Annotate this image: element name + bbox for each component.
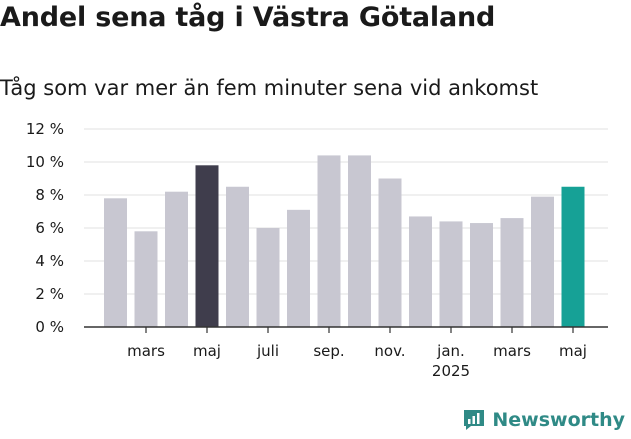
- bar: [165, 191, 188, 327]
- x-tick-year-label: 2025: [432, 362, 470, 380]
- x-tick-label: juli: [256, 342, 279, 360]
- bar: [561, 186, 585, 327]
- chart-title: Andel sena tåg i Västra Götaland: [0, 2, 496, 33]
- bar: [104, 198, 127, 327]
- x-tick-label: mars: [127, 342, 165, 360]
- bar: [531, 196, 554, 327]
- bar: [287, 209, 310, 327]
- bar: [317, 155, 341, 327]
- y-tick-label: 12 %: [26, 120, 64, 138]
- y-tick-label: 6 %: [35, 219, 64, 237]
- y-tick-label: 8 %: [35, 186, 64, 204]
- bar: [348, 155, 371, 327]
- bar: [226, 186, 249, 327]
- bar: [470, 223, 493, 327]
- newsworthy-logo-icon: [464, 410, 485, 430]
- x-tick-label: jan.: [436, 342, 465, 360]
- x-tick-label: nov.: [374, 342, 405, 360]
- bar: [256, 228, 280, 327]
- y-tick-label: 10 %: [26, 153, 64, 171]
- bar: [134, 231, 158, 327]
- bar: [439, 221, 463, 327]
- x-tick-label: maj: [559, 342, 587, 360]
- brand-logo: Newsworthy: [462, 408, 625, 432]
- bar: [500, 218, 524, 327]
- bar: [195, 165, 219, 327]
- x-tick-label: mars: [493, 342, 531, 360]
- y-tick-label: 2 %: [35, 285, 64, 303]
- y-tick-label: 4 %: [35, 252, 64, 270]
- chart-subtitle: Tåg som var mer än fem minuter sena vid …: [0, 76, 539, 100]
- x-tick-label: maj: [193, 342, 221, 360]
- y-tick-label: 0 %: [35, 318, 64, 336]
- bar: [378, 178, 402, 327]
- bar: [409, 216, 432, 327]
- x-tick-label: sep.: [313, 342, 344, 360]
- brand-name: Newsworthy: [492, 409, 625, 431]
